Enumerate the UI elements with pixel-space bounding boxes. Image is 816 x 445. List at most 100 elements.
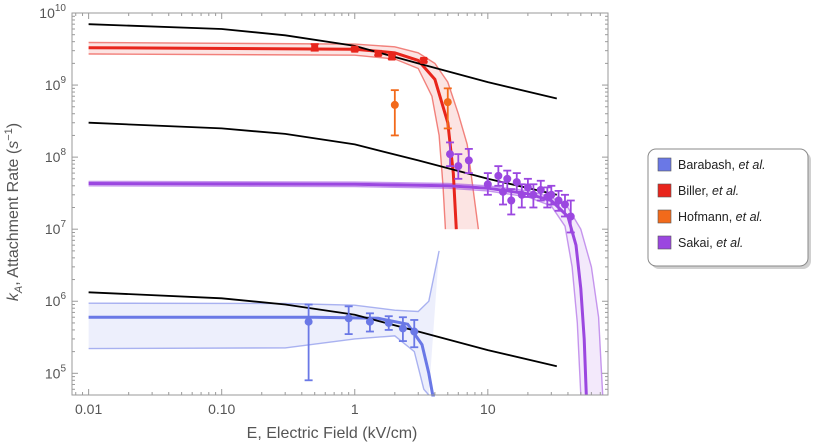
data-points	[304, 43, 575, 382]
x-tick-label: 0.10	[208, 401, 235, 417]
marker	[464, 156, 473, 165]
y-label-rest: , Attachment Rate (	[5, 148, 22, 286]
marker	[523, 183, 532, 192]
band-upper-0	[88, 250, 440, 313]
marker	[398, 324, 407, 333]
legend-swatch	[657, 209, 672, 224]
plot-frame	[71, 12, 609, 396]
y-tick-label: 1010	[39, 3, 66, 21]
marker	[566, 212, 575, 221]
point-3-1	[454, 153, 463, 180]
legend-items: Barabash, et al. Biller, et al. Hofmann, e…	[657, 157, 766, 250]
point-3-14	[547, 184, 556, 206]
point-3-3	[483, 172, 492, 196]
legend-label: Sakai, et al.	[678, 236, 743, 250]
point-0-3	[384, 315, 393, 331]
legend-label: Barabash, et al.	[678, 158, 766, 172]
legend-item-2: Hofmann, et al.	[657, 209, 763, 224]
legend-item-1: Biller, et al.	[657, 183, 739, 198]
legend-swatch	[657, 235, 672, 250]
axis-ticks: 0.01 0.10 1 10 105 106 107 108 109 1010	[39, 3, 609, 417]
point-3-12	[536, 179, 545, 202]
point-0-0	[304, 303, 313, 382]
band-lower-0	[88, 335, 430, 396]
point-2-0	[390, 89, 399, 137]
point-1-2	[374, 49, 383, 57]
x-tick-label: 10	[480, 401, 496, 417]
marker	[390, 100, 399, 109]
y-label-close: )	[5, 123, 22, 128]
marker	[529, 190, 538, 199]
band-fill-0	[88, 250, 440, 395]
y-label-sup: −1	[3, 128, 15, 141]
y-axis-label: kA, Attachment Rate (s−1)	[3, 123, 25, 301]
marker	[443, 98, 452, 107]
point-3-0	[446, 141, 455, 168]
x-tick-label: 1	[351, 401, 359, 417]
legend-swatch	[657, 157, 672, 172]
point-3-10	[523, 177, 532, 198]
marker	[503, 174, 512, 183]
point-1-3	[387, 53, 396, 61]
y-label-sub: A	[13, 286, 25, 294]
fit-line-1	[88, 46, 458, 230]
y-tick-label: 108	[45, 147, 67, 165]
point-3-9	[517, 183, 526, 209]
marker	[304, 317, 313, 326]
point-1-4	[419, 56, 428, 64]
legend: Barabash, et al. Biller, et al. Hofmann, e…	[647, 148, 811, 269]
y-label-k: k	[5, 292, 22, 301]
marker	[311, 44, 319, 52]
marker	[454, 162, 463, 171]
legend-swatch	[657, 183, 672, 198]
legend-item-0: Barabash, et al.	[657, 157, 766, 172]
point-0-5	[410, 319, 419, 349]
point-3-7	[507, 188, 516, 216]
band-upper-1	[88, 41, 480, 230]
marker	[483, 180, 492, 189]
point-3-15	[554, 189, 563, 212]
marker	[388, 53, 396, 61]
legend-label: Biller, et al.	[678, 184, 739, 198]
point-1-1	[350, 45, 359, 53]
y-tick-label: 106	[45, 291, 67, 309]
marker	[351, 45, 359, 53]
marker	[410, 327, 419, 336]
marker	[344, 314, 353, 323]
point-0-4	[398, 316, 407, 342]
marker	[554, 196, 563, 205]
point-3-17	[566, 199, 575, 234]
band-lower-1	[88, 53, 447, 230]
y-tick-label: 105	[45, 363, 67, 381]
point-3-11	[529, 183, 538, 209]
marker	[420, 56, 428, 64]
point-1-0	[310, 43, 319, 52]
marker	[536, 185, 545, 194]
marker	[560, 200, 569, 209]
point-0-1	[344, 305, 353, 336]
marker	[494, 171, 503, 180]
point-3-4	[494, 165, 503, 187]
marker	[517, 190, 526, 199]
legend-item-3: Sakai, et al.	[657, 235, 743, 250]
marker	[498, 187, 507, 196]
legend-label: Hofmann, et al.	[678, 210, 763, 224]
marker	[507, 196, 516, 205]
y-label-s: s	[5, 141, 22, 149]
point-3-2	[464, 148, 473, 175]
band-lower-3	[88, 185, 582, 396]
legend-box	[647, 148, 809, 267]
marker	[384, 318, 393, 327]
marker	[365, 317, 374, 326]
y-tick-label: 107	[45, 219, 67, 237]
x-tick-label: 0.01	[75, 401, 102, 417]
marker	[547, 190, 556, 199]
x-axis-label: E, Electric Field (kV/cm)	[247, 425, 418, 442]
point-0-2	[365, 312, 374, 333]
y-tick-label: 109	[45, 75, 67, 93]
marker	[446, 150, 455, 159]
point-2-1	[443, 87, 452, 130]
theory-curve-2	[88, 291, 558, 368]
marker	[374, 49, 382, 57]
